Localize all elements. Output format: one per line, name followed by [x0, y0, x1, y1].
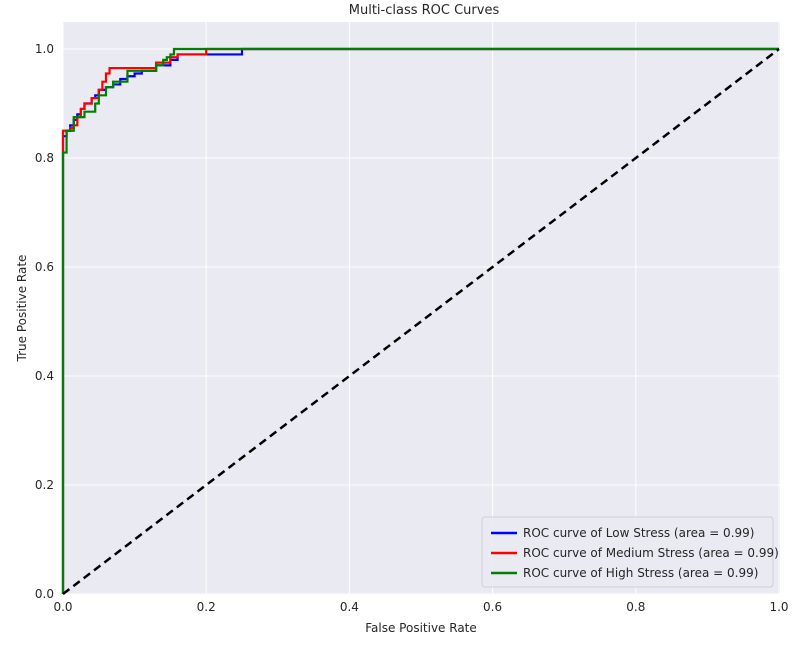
roc-line-series-2 — [61, 47, 779, 594]
legend-entry-label: ROC curve of Low Stress (area = 0.99) — [523, 526, 754, 540]
x-tick-label: 0.0 — [53, 600, 72, 614]
legend-entry-label: ROC curve of Medium Stress (area = 0.99) — [523, 546, 779, 560]
x-tick-label: 0.8 — [626, 600, 645, 614]
chart-title: Multi-class ROC Curves — [349, 3, 500, 18]
x-tick-labels: 0.0 0.2 0.4 0.6 0.8 1.0 — [53, 600, 788, 614]
y-tick-label: 0.6 — [35, 260, 54, 274]
y-tick-label: 0.0 — [35, 587, 54, 601]
legend: ROC curve of Low Stress (area = 0.99) ROC… — [481, 516, 779, 588]
y-tick-label: 1.0 — [35, 42, 54, 56]
plot-area — [63, 22, 780, 594]
y-tick-label: 0.2 — [35, 478, 54, 492]
chance-diagonal-line — [62, 48, 780, 595]
legend-entry-label: ROC curve of High Stress (area = 0.99) — [523, 566, 758, 580]
x-tick-label: 0.6 — [483, 600, 502, 614]
legend-box — [481, 516, 774, 588]
y-axis-label: True Positive Rate — [15, 255, 29, 363]
roc-line-series-1 — [61, 47, 779, 594]
y-tick-label: 0.4 — [35, 369, 54, 383]
y-tick-labels: 0.0 0.2 0.4 0.6 0.8 1.0 — [35, 42, 54, 601]
x-axis-label: False Positive Rate — [365, 621, 477, 635]
x-tick-label: 0.4 — [340, 600, 359, 614]
roc-lines — [61, 47, 780, 595]
y-tick-label: 0.8 — [35, 151, 54, 165]
x-tick-label: 1.0 — [769, 600, 788, 614]
x-tick-label: 0.2 — [197, 600, 216, 614]
